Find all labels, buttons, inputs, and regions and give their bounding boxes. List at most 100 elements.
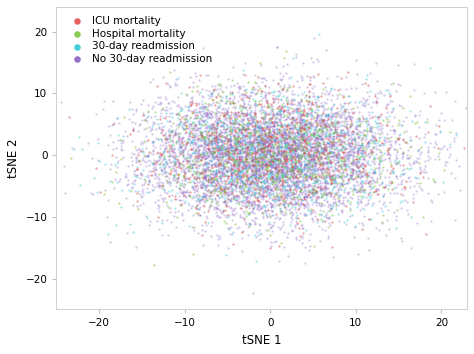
Point bbox=[266, 232, 273, 238]
Point bbox=[215, 152, 222, 157]
Point bbox=[268, 142, 276, 148]
Point bbox=[169, 175, 177, 181]
Point bbox=[319, 142, 327, 147]
Point bbox=[257, 139, 265, 144]
Point bbox=[240, 126, 248, 131]
Point bbox=[289, 142, 297, 147]
Point bbox=[214, 149, 222, 155]
Point bbox=[358, 161, 365, 166]
Point bbox=[306, 136, 313, 141]
Point bbox=[286, 182, 293, 188]
Point bbox=[288, 145, 295, 151]
Point bbox=[270, 122, 277, 128]
Point bbox=[358, 183, 366, 189]
Point bbox=[386, 127, 393, 133]
Point bbox=[295, 145, 302, 151]
Point bbox=[217, 176, 225, 181]
Point bbox=[309, 161, 317, 167]
Point bbox=[264, 146, 271, 152]
Point bbox=[223, 125, 230, 131]
Point bbox=[357, 173, 365, 179]
Point bbox=[246, 188, 253, 193]
Point bbox=[277, 114, 285, 120]
Point bbox=[213, 175, 220, 180]
Point bbox=[266, 140, 273, 146]
Point bbox=[223, 138, 231, 144]
Point bbox=[297, 120, 304, 125]
Point bbox=[125, 106, 132, 112]
Point bbox=[301, 150, 308, 156]
Point bbox=[273, 115, 280, 121]
Point bbox=[241, 129, 248, 135]
Point bbox=[319, 175, 327, 180]
Point bbox=[404, 211, 412, 216]
Point bbox=[147, 127, 155, 132]
Point bbox=[317, 160, 325, 166]
Point bbox=[310, 167, 318, 173]
Point bbox=[380, 193, 387, 199]
Point bbox=[255, 135, 263, 140]
Point bbox=[220, 124, 228, 130]
Point bbox=[278, 185, 286, 191]
Point bbox=[246, 174, 254, 179]
Point bbox=[363, 72, 371, 78]
Point bbox=[254, 167, 262, 173]
Point bbox=[306, 111, 314, 116]
Point bbox=[192, 171, 200, 177]
Point bbox=[296, 110, 304, 116]
Point bbox=[232, 184, 240, 190]
Point bbox=[278, 86, 285, 91]
Point bbox=[386, 170, 394, 176]
Point bbox=[294, 152, 301, 157]
Point bbox=[171, 161, 179, 167]
Point bbox=[296, 135, 303, 140]
Point bbox=[318, 202, 325, 208]
Point bbox=[187, 115, 194, 121]
Point bbox=[239, 199, 246, 205]
Point bbox=[342, 131, 349, 137]
Point bbox=[268, 141, 275, 147]
Point bbox=[273, 111, 280, 117]
Point bbox=[255, 128, 263, 133]
Point bbox=[267, 204, 274, 210]
Point bbox=[172, 132, 179, 138]
Point bbox=[292, 159, 300, 164]
Point bbox=[287, 144, 295, 150]
Point bbox=[243, 145, 251, 151]
Point bbox=[253, 168, 260, 173]
Point bbox=[224, 153, 232, 159]
Point bbox=[268, 187, 275, 193]
Point bbox=[257, 128, 264, 133]
Point bbox=[272, 211, 279, 217]
Point bbox=[238, 191, 246, 197]
Point bbox=[280, 204, 288, 210]
Point bbox=[266, 152, 273, 158]
Point bbox=[323, 120, 330, 126]
Point bbox=[289, 119, 296, 125]
Point bbox=[182, 116, 190, 121]
Point bbox=[124, 163, 131, 169]
Point bbox=[328, 148, 335, 154]
Point bbox=[288, 142, 295, 148]
Point bbox=[255, 98, 263, 104]
Point bbox=[293, 146, 301, 152]
Point bbox=[319, 131, 327, 137]
Point bbox=[217, 142, 225, 148]
Point bbox=[309, 156, 317, 161]
Point bbox=[226, 136, 233, 141]
Point bbox=[205, 221, 212, 226]
Point bbox=[220, 120, 228, 126]
Point bbox=[331, 176, 338, 181]
Point bbox=[197, 158, 205, 163]
Point bbox=[264, 142, 272, 148]
Point bbox=[177, 165, 184, 171]
Point bbox=[294, 144, 302, 149]
Point bbox=[250, 162, 258, 168]
Point bbox=[230, 94, 237, 99]
Point bbox=[256, 139, 264, 144]
Point bbox=[138, 188, 146, 194]
Point bbox=[272, 116, 279, 122]
Point bbox=[202, 156, 210, 161]
Point bbox=[291, 125, 299, 131]
Point bbox=[269, 162, 277, 168]
